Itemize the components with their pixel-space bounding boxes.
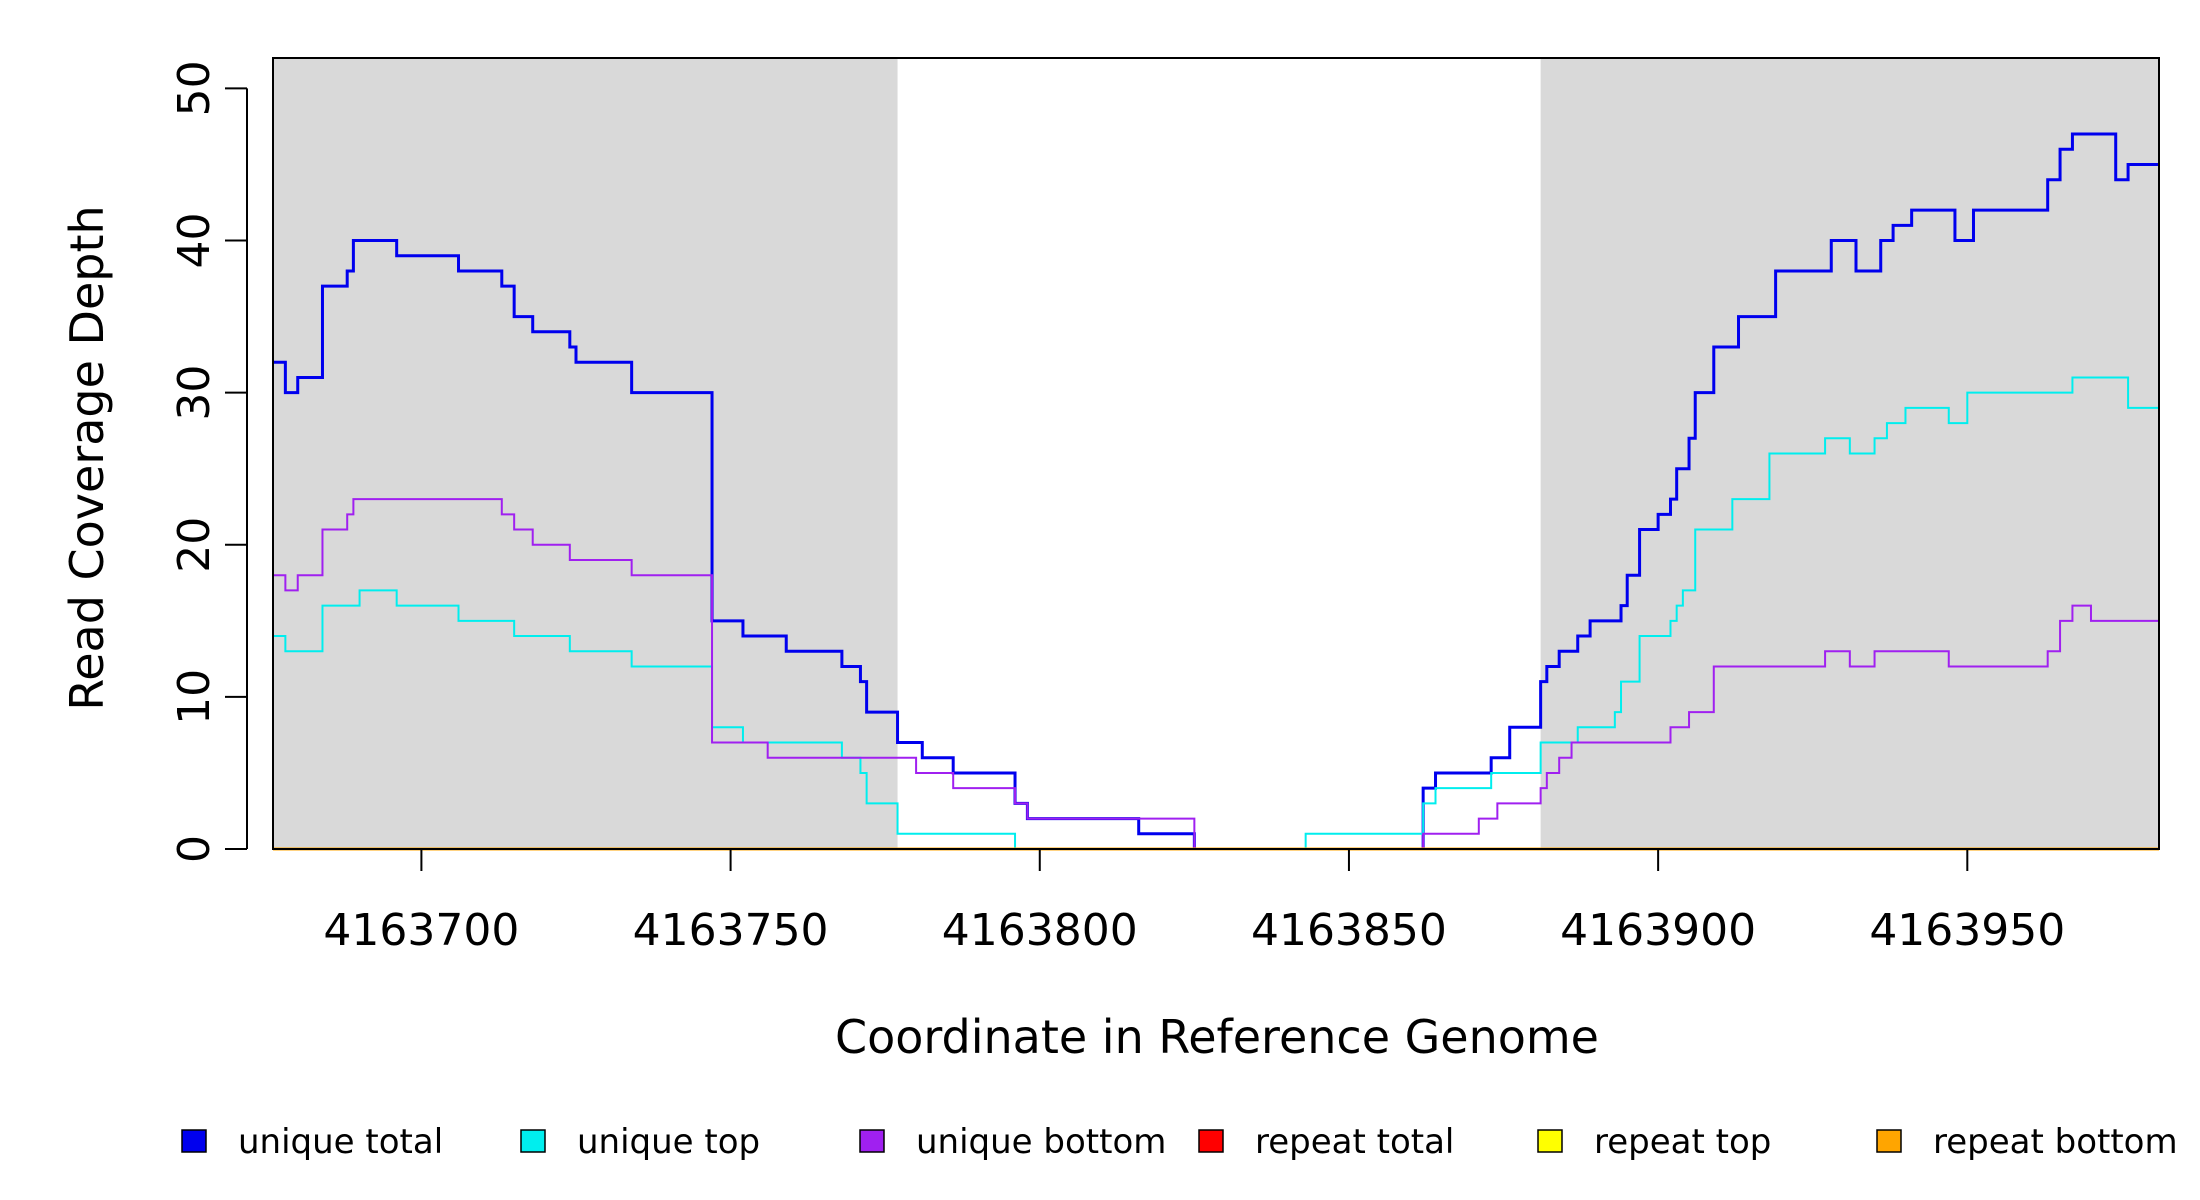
y-tick-label: 50 <box>169 60 220 116</box>
y-tick-label: 40 <box>169 213 220 269</box>
legend-swatch <box>181 1129 207 1153</box>
legend-item-repeat-total: repeat total <box>1198 1122 1454 1162</box>
legend-swatch <box>859 1129 885 1153</box>
legend-swatch <box>1537 1129 1563 1153</box>
legend: unique total unique top unique bottom repea… <box>181 1122 2178 1162</box>
legend-label: repeat top <box>1594 1122 1771 1162</box>
series-line-unique-bottom <box>273 498 2159 850</box>
y-tick-label: 10 <box>169 669 220 725</box>
legend-label: repeat total <box>1255 1122 1454 1162</box>
x-tick-label: 4163750 <box>633 905 829 956</box>
plot-border <box>272 57 2160 850</box>
x-tick-label: 4163950 <box>1869 905 2065 956</box>
legend-item-unique-bottom: unique bottom <box>859 1122 1166 1162</box>
y-tick-label: 0 <box>169 835 220 863</box>
y-axis-title: Read Coverage Depth <box>60 205 114 710</box>
y-tick-label: 30 <box>169 365 220 421</box>
legend-swatch <box>1876 1129 1902 1153</box>
x-tick-label: 4163800 <box>942 905 1138 956</box>
x-axis-title: Coordinate in Reference Genome <box>835 1010 1599 1064</box>
shaded-region-1 <box>273 58 898 849</box>
x-tick-label: 4163700 <box>323 905 519 956</box>
legend-swatch <box>1198 1129 1224 1153</box>
x-axis: 4163700 4163750 4163800 4163850 4163900 41639… <box>323 849 2065 956</box>
x-tick-label: 4163900 <box>1560 905 1756 956</box>
legend-item-unique-total: unique total <box>181 1122 443 1162</box>
legend-label: unique top <box>577 1122 760 1162</box>
legend-swatch <box>520 1129 546 1153</box>
legend-item-repeat-bottom: repeat bottom <box>1876 1122 2178 1162</box>
legend-item-repeat-top: repeat top <box>1537 1122 1771 1162</box>
y-tick-label: 20 <box>169 517 220 573</box>
x-tick-label: 4163850 <box>1251 905 1447 956</box>
legend-label: repeat bottom <box>1933 1122 2178 1162</box>
y-axis: 0 10 20 30 40 50 <box>169 60 248 863</box>
legend-label: unique total <box>238 1122 443 1162</box>
legend-label: unique bottom <box>916 1122 1166 1162</box>
series-line-unique-total <box>273 132 2159 851</box>
shaded-regions <box>273 58 2159 849</box>
legend-item-unique-top: unique top <box>520 1122 760 1162</box>
